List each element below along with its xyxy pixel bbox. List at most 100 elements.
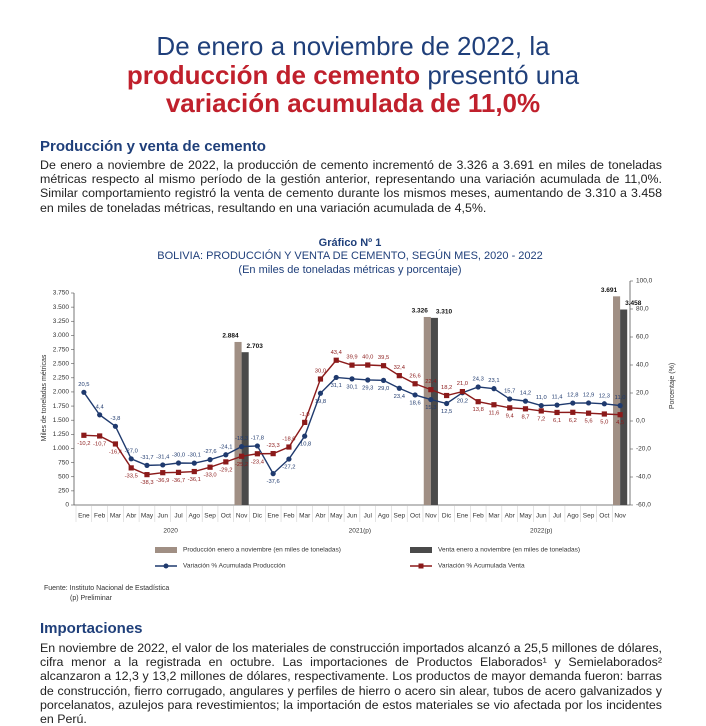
- marker: [396, 373, 402, 379]
- year-label: 2021(p): [349, 528, 371, 535]
- line-value-label: -10,7: [93, 442, 106, 448]
- x-tick-label: Oct: [410, 513, 420, 520]
- x-tick-label: Ene: [267, 513, 279, 520]
- y2-tick-label: -40,0: [636, 474, 651, 481]
- line-value-label: -31,4: [156, 454, 170, 460]
- line-value-label: 18,6: [409, 400, 420, 406]
- y-tick-label: 1.000: [53, 445, 70, 452]
- line-value-label: 12,5: [441, 409, 452, 415]
- marker: [270, 451, 276, 457]
- bar: [613, 296, 621, 505]
- y2-tick-label: 40,0: [636, 362, 649, 369]
- line-value-label: 11,4: [552, 395, 564, 401]
- line-value-label: 6,1: [553, 418, 561, 424]
- marker: [444, 392, 450, 399]
- marker: [459, 389, 465, 395]
- x-tick-label: Ago: [567, 513, 579, 520]
- x-tick-label: Jun: [536, 513, 547, 520]
- marker: [585, 410, 592, 416]
- line-value-label: 6,2: [569, 418, 577, 424]
- legend-marker: [163, 563, 169, 569]
- line-value-label: 20,5: [78, 382, 89, 388]
- marker: [491, 386, 497, 392]
- marker: [191, 468, 197, 475]
- line-value-label: 5,0: [600, 420, 608, 426]
- marker: [349, 362, 355, 368]
- y-tick-label: 0: [65, 502, 69, 509]
- note: (p) Preliminar: [70, 595, 113, 602]
- line-value-label: -24,1: [219, 444, 232, 450]
- line-value-label: -33,0: [203, 473, 216, 479]
- x-tick-label: Mar: [299, 513, 311, 520]
- x-tick-label: Nov: [425, 513, 437, 520]
- line-value-label: 8,7: [521, 414, 529, 420]
- line-value-label: 11,6: [489, 410, 500, 416]
- line-value-label: -29,2: [219, 467, 232, 473]
- marker: [128, 465, 134, 471]
- marker: [538, 403, 544, 409]
- line-value-label: 12,8: [567, 393, 578, 399]
- marker: [601, 411, 607, 417]
- line-value-label: -37,6: [267, 479, 280, 485]
- marker: [112, 441, 119, 447]
- x-tick-label: Jul: [174, 513, 183, 520]
- legend-label: Venta enero a noviembre (en miles de ton…: [438, 547, 580, 554]
- line-value-label: 30,1: [346, 384, 357, 390]
- line-value-label: 30,0: [315, 369, 326, 375]
- y-tick-label: 1.250: [53, 431, 70, 438]
- marker: [175, 460, 182, 466]
- y2-tick-label: 20,0: [636, 390, 649, 397]
- headline-rest: presentó una: [420, 60, 580, 90]
- bar-value-label: 3.326: [412, 308, 429, 315]
- y2-tick-label: 100,0: [636, 278, 653, 285]
- bar-value-label: 3.310: [436, 309, 453, 316]
- paragraph: En noviembre de 2022, el valor de los ma…: [40, 641, 662, 726]
- x-tick-label: Feb: [283, 513, 295, 520]
- line-value-label: 15,3: [425, 405, 436, 411]
- line-value-label: 5,6: [585, 419, 593, 425]
- marker: [286, 456, 292, 462]
- y2-tick-label: -20,0: [636, 446, 651, 453]
- legend-swatch: [155, 547, 177, 553]
- marker: [81, 432, 87, 438]
- line-value-label: 23,4: [394, 394, 406, 400]
- line-value-label: 11,0: [615, 395, 626, 401]
- y-tick-label: 250: [58, 488, 69, 495]
- x-tick-label: Ene: [78, 513, 90, 520]
- marker: [207, 464, 213, 470]
- x-tick-label: May: [519, 513, 532, 520]
- line-value-label: 11,0: [536, 395, 547, 401]
- marker: [475, 384, 481, 390]
- line-value-label: 29,0: [378, 386, 389, 392]
- bar: [234, 341, 242, 505]
- legend-swatch: [410, 547, 432, 553]
- marker: [570, 400, 576, 406]
- headline-line-2: producción de cemento presentó una: [0, 61, 706, 90]
- marker: [317, 390, 324, 396]
- bar: [241, 352, 249, 505]
- marker: [585, 400, 592, 406]
- marker: [522, 398, 529, 404]
- marker: [144, 472, 150, 478]
- line-value-label: 13,8: [473, 407, 484, 413]
- line-value-label: -18,3: [235, 436, 248, 442]
- y2-tick-label: 0,0: [636, 418, 645, 425]
- headline-line-3: variación acumulada de 11,0%: [165, 88, 541, 118]
- chart-units: (En miles de toneladas métricas y porcen…: [238, 264, 461, 276]
- x-tick-label: Sep: [583, 513, 595, 520]
- y-tick-label: 2.500: [53, 360, 70, 367]
- line-value-label: -31,7: [140, 455, 153, 461]
- line-value-label: 24,3: [473, 377, 484, 383]
- marker: [128, 456, 134, 462]
- section-heading: Producción y venta de cemento: [40, 138, 266, 155]
- year-label: 2020: [163, 528, 178, 535]
- y2-tick-label: 60,0: [636, 334, 649, 341]
- line-value-label: -36,9: [156, 478, 169, 484]
- marker: [617, 403, 623, 409]
- x-tick-label: Feb: [94, 513, 106, 520]
- y-tick-label: 3.000: [53, 332, 70, 339]
- y-tick-label: 3.750: [53, 290, 70, 297]
- x-tick-label: Jun: [158, 513, 169, 520]
- line-value-label: 15,7: [504, 389, 515, 395]
- y-axis-title: Miles de toneladas métricas: [41, 354, 48, 441]
